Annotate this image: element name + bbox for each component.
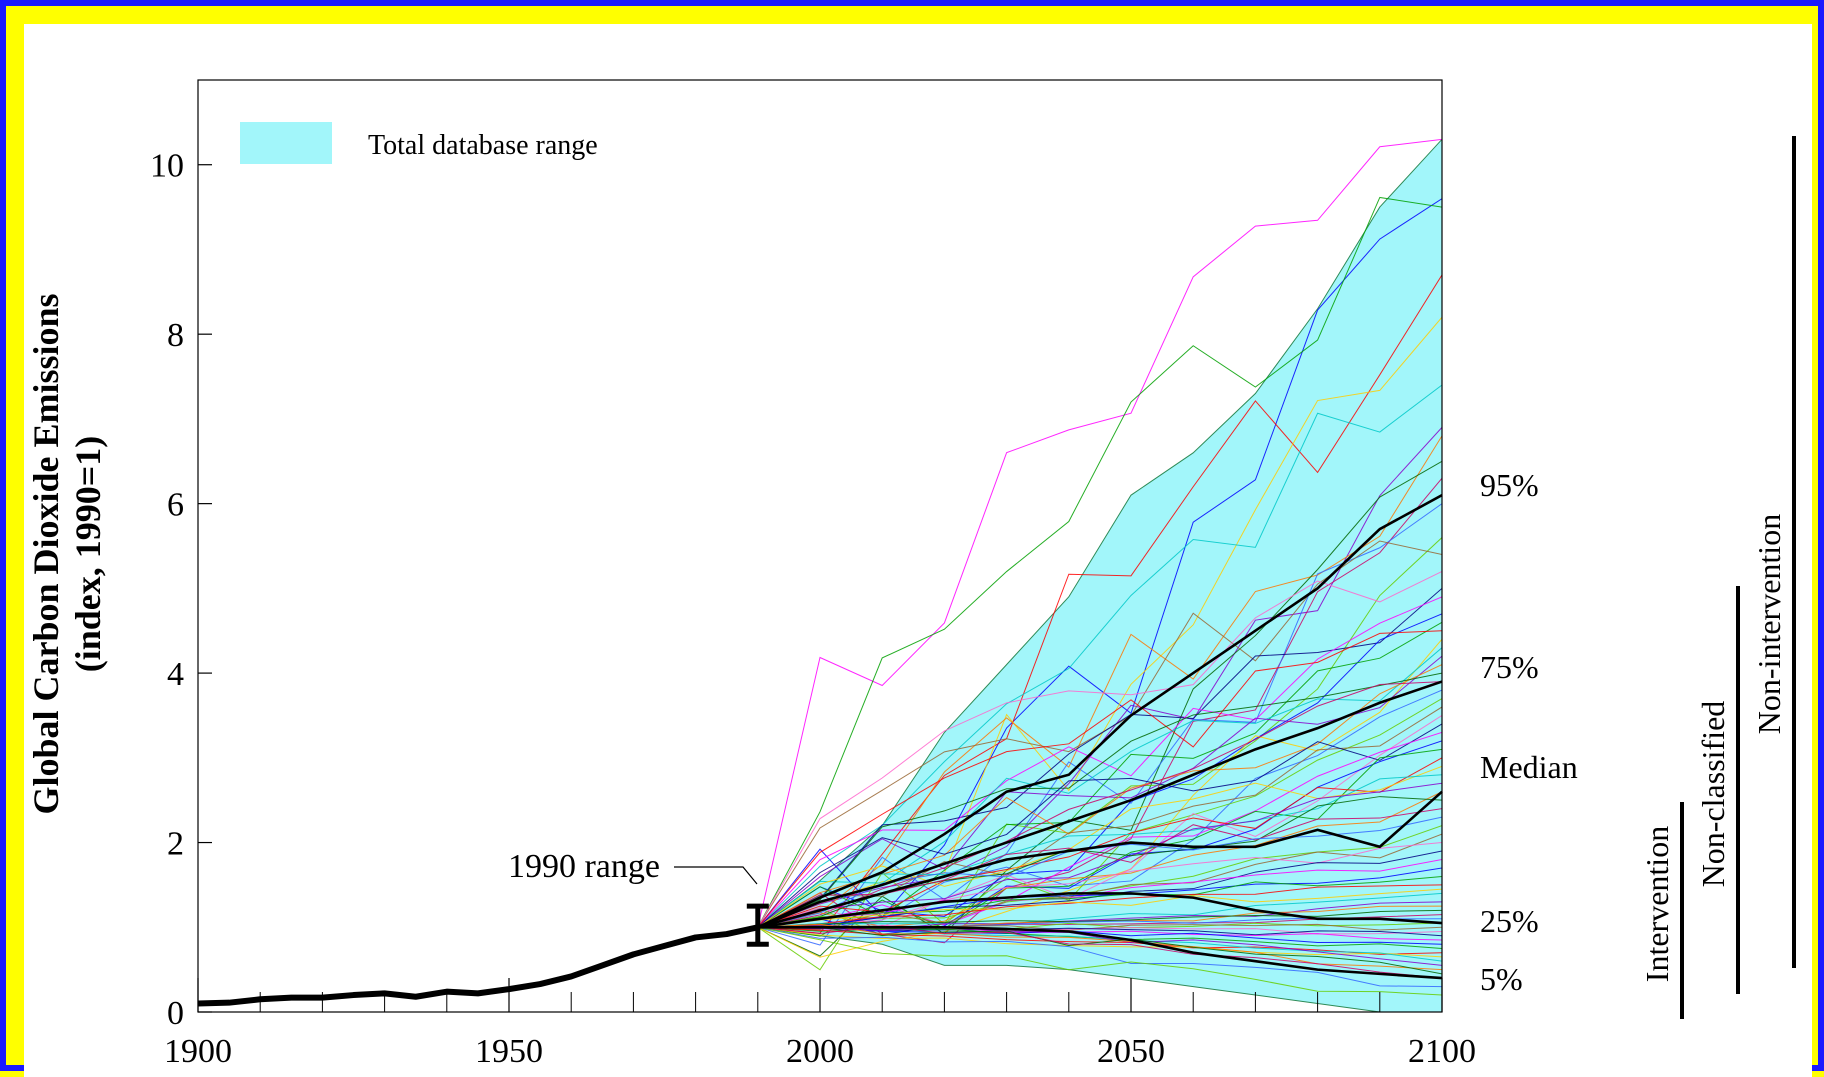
scenario-line: [757, 316, 1442, 928]
y-tick-label: 6: [167, 487, 184, 524]
scenario-line: [757, 681, 1442, 928]
annotation-1990-range: 1990 range: [508, 848, 769, 947]
scenario-line: [757, 808, 1442, 928]
x-tick-label: 1900: [164, 1033, 232, 1070]
scenario-line: [757, 672, 1442, 928]
plot-frame: [197, 79, 1443, 1013]
annotation-1990-leader: [674, 866, 758, 885]
y-tick-label: 10: [150, 148, 184, 185]
scenario-line: [757, 884, 1442, 928]
scenario-line: [757, 655, 1442, 928]
scenario-line: [757, 926, 1442, 945]
scenario-line: [757, 748, 1442, 937]
co2-emissions-chart: 1900 1950 2000 2050 2100 0 2 4 6 8 10 Total databa…: [26, 79, 1796, 1070]
figure-panel: 1900 1950 2000 2050 2100 0 2 4 6 8 10 Total databa…: [24, 24, 1812, 1077]
label-median: Median: [1480, 749, 1578, 785]
label-5pct: 5%: [1480, 961, 1523, 997]
label-75pct: 75%: [1480, 649, 1539, 685]
scenario-line: [757, 503, 1442, 946]
scenario-line: [757, 782, 1442, 928]
y-tick-label: 0: [167, 995, 184, 1032]
label-25pct: 25%: [1480, 903, 1539, 939]
scenario-line: [757, 723, 1442, 928]
x-tick-label: 2050: [1097, 1033, 1165, 1070]
category-bars: Intervention Non-classified Non-interven…: [1639, 136, 1796, 1019]
y-axis-label-line2: (index, 1990=1): [68, 436, 108, 673]
legend: Total database range: [240, 122, 598, 164]
x-tick-label: 2100: [1408, 1033, 1476, 1070]
x-tick-label: 1950: [475, 1033, 543, 1070]
scenario-line: [757, 596, 1442, 928]
percentile-line-95pct: [757, 494, 1443, 929]
scenario-line: [757, 926, 1442, 996]
scenario-line: [757, 274, 1442, 934]
percentile-line-75pct: [757, 680, 1443, 929]
y-tick-label: 2: [167, 826, 184, 863]
database-range-band: [756, 138, 1442, 1012]
scenario-line: [757, 384, 1442, 928]
scenario-line: [757, 892, 1442, 928]
right-percentile-labels: 95% 75% Median 25% 5%: [1480, 467, 1578, 997]
scenario-line: [757, 888, 1442, 928]
percentile-line-median: [757, 790, 1443, 929]
legend-swatch: [240, 122, 332, 164]
scenario-line: [757, 647, 1442, 928]
label-95pct: 95%: [1480, 467, 1539, 503]
scenario-line: [757, 867, 1442, 928]
scenario-line: [757, 925, 1442, 966]
scenario-line: [757, 570, 1442, 928]
scenario-line: [757, 138, 1442, 928]
y-tick-label: 8: [167, 317, 184, 354]
annotation-1990-label: 1990 range: [508, 848, 660, 885]
historical-emissions-line: [197, 924, 759, 1007]
label-non-intervention: Non-intervention: [1751, 514, 1787, 734]
percentile-line-5pct: [757, 925, 1443, 980]
y-axis-label-line1: Global Carbon Dioxide Emissions: [26, 293, 66, 814]
scenario-line: [757, 923, 1442, 971]
label-intervention: Intervention: [1639, 826, 1675, 982]
x-tick-label: 2000: [786, 1033, 854, 1070]
scenario-line: [757, 926, 1442, 988]
scenario-line: [757, 587, 1442, 928]
scenario-line: [757, 909, 1442, 928]
scenario-line: [757, 740, 1442, 935]
scenario-line: [757, 842, 1442, 928]
scenario-line: [757, 630, 1442, 928]
scenario-line: [757, 926, 1442, 975]
range-1990-error-bar: [746, 903, 769, 947]
y-tick-label: 4: [167, 656, 184, 693]
scenario-line: [757, 875, 1442, 928]
label-non-classified: Non-classified: [1695, 701, 1731, 888]
scenario-line: [757, 196, 1442, 928]
scenario-line: [757, 791, 1442, 928]
legend-label: Total database range: [368, 130, 598, 161]
percentile-line-25pct: [757, 892, 1443, 929]
scenario-line: [757, 926, 1442, 958]
